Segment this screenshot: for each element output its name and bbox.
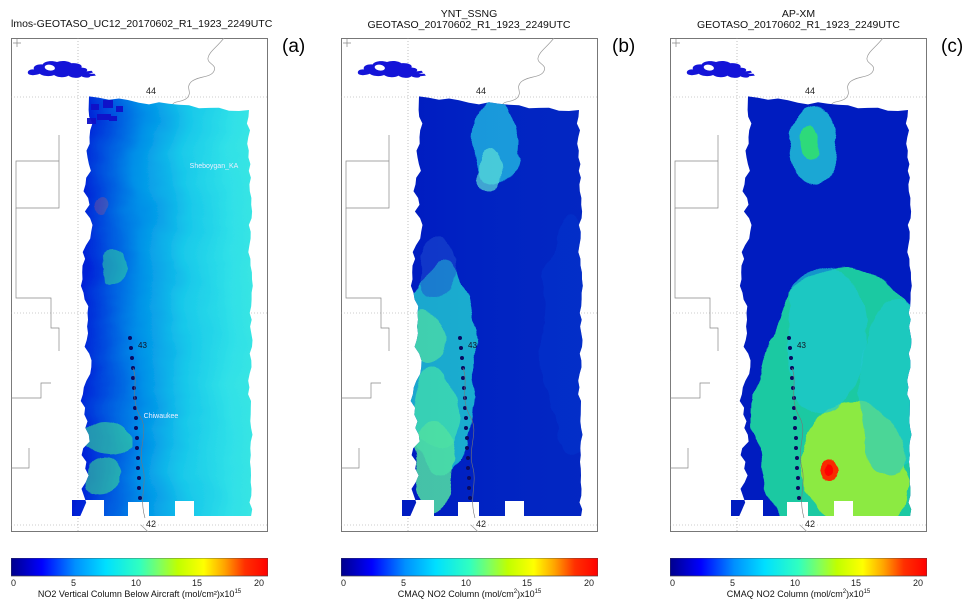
svg-text:43: 43 [138,341,147,350]
svg-text:43: 43 [468,341,477,350]
svg-text:42: 42 [146,519,156,529]
svg-text:44: 44 [805,86,815,96]
svg-text:Sheboygan_KA: Sheboygan_KA [190,163,239,170]
svg-text:Chiwaukee: Chiwaukee [144,413,179,420]
svg-text:43: 43 [797,341,806,350]
svg-text:44: 44 [146,86,156,96]
svg-text:44: 44 [476,86,486,96]
svg-text:42: 42 [805,519,815,529]
svg-text:42: 42 [476,519,486,529]
